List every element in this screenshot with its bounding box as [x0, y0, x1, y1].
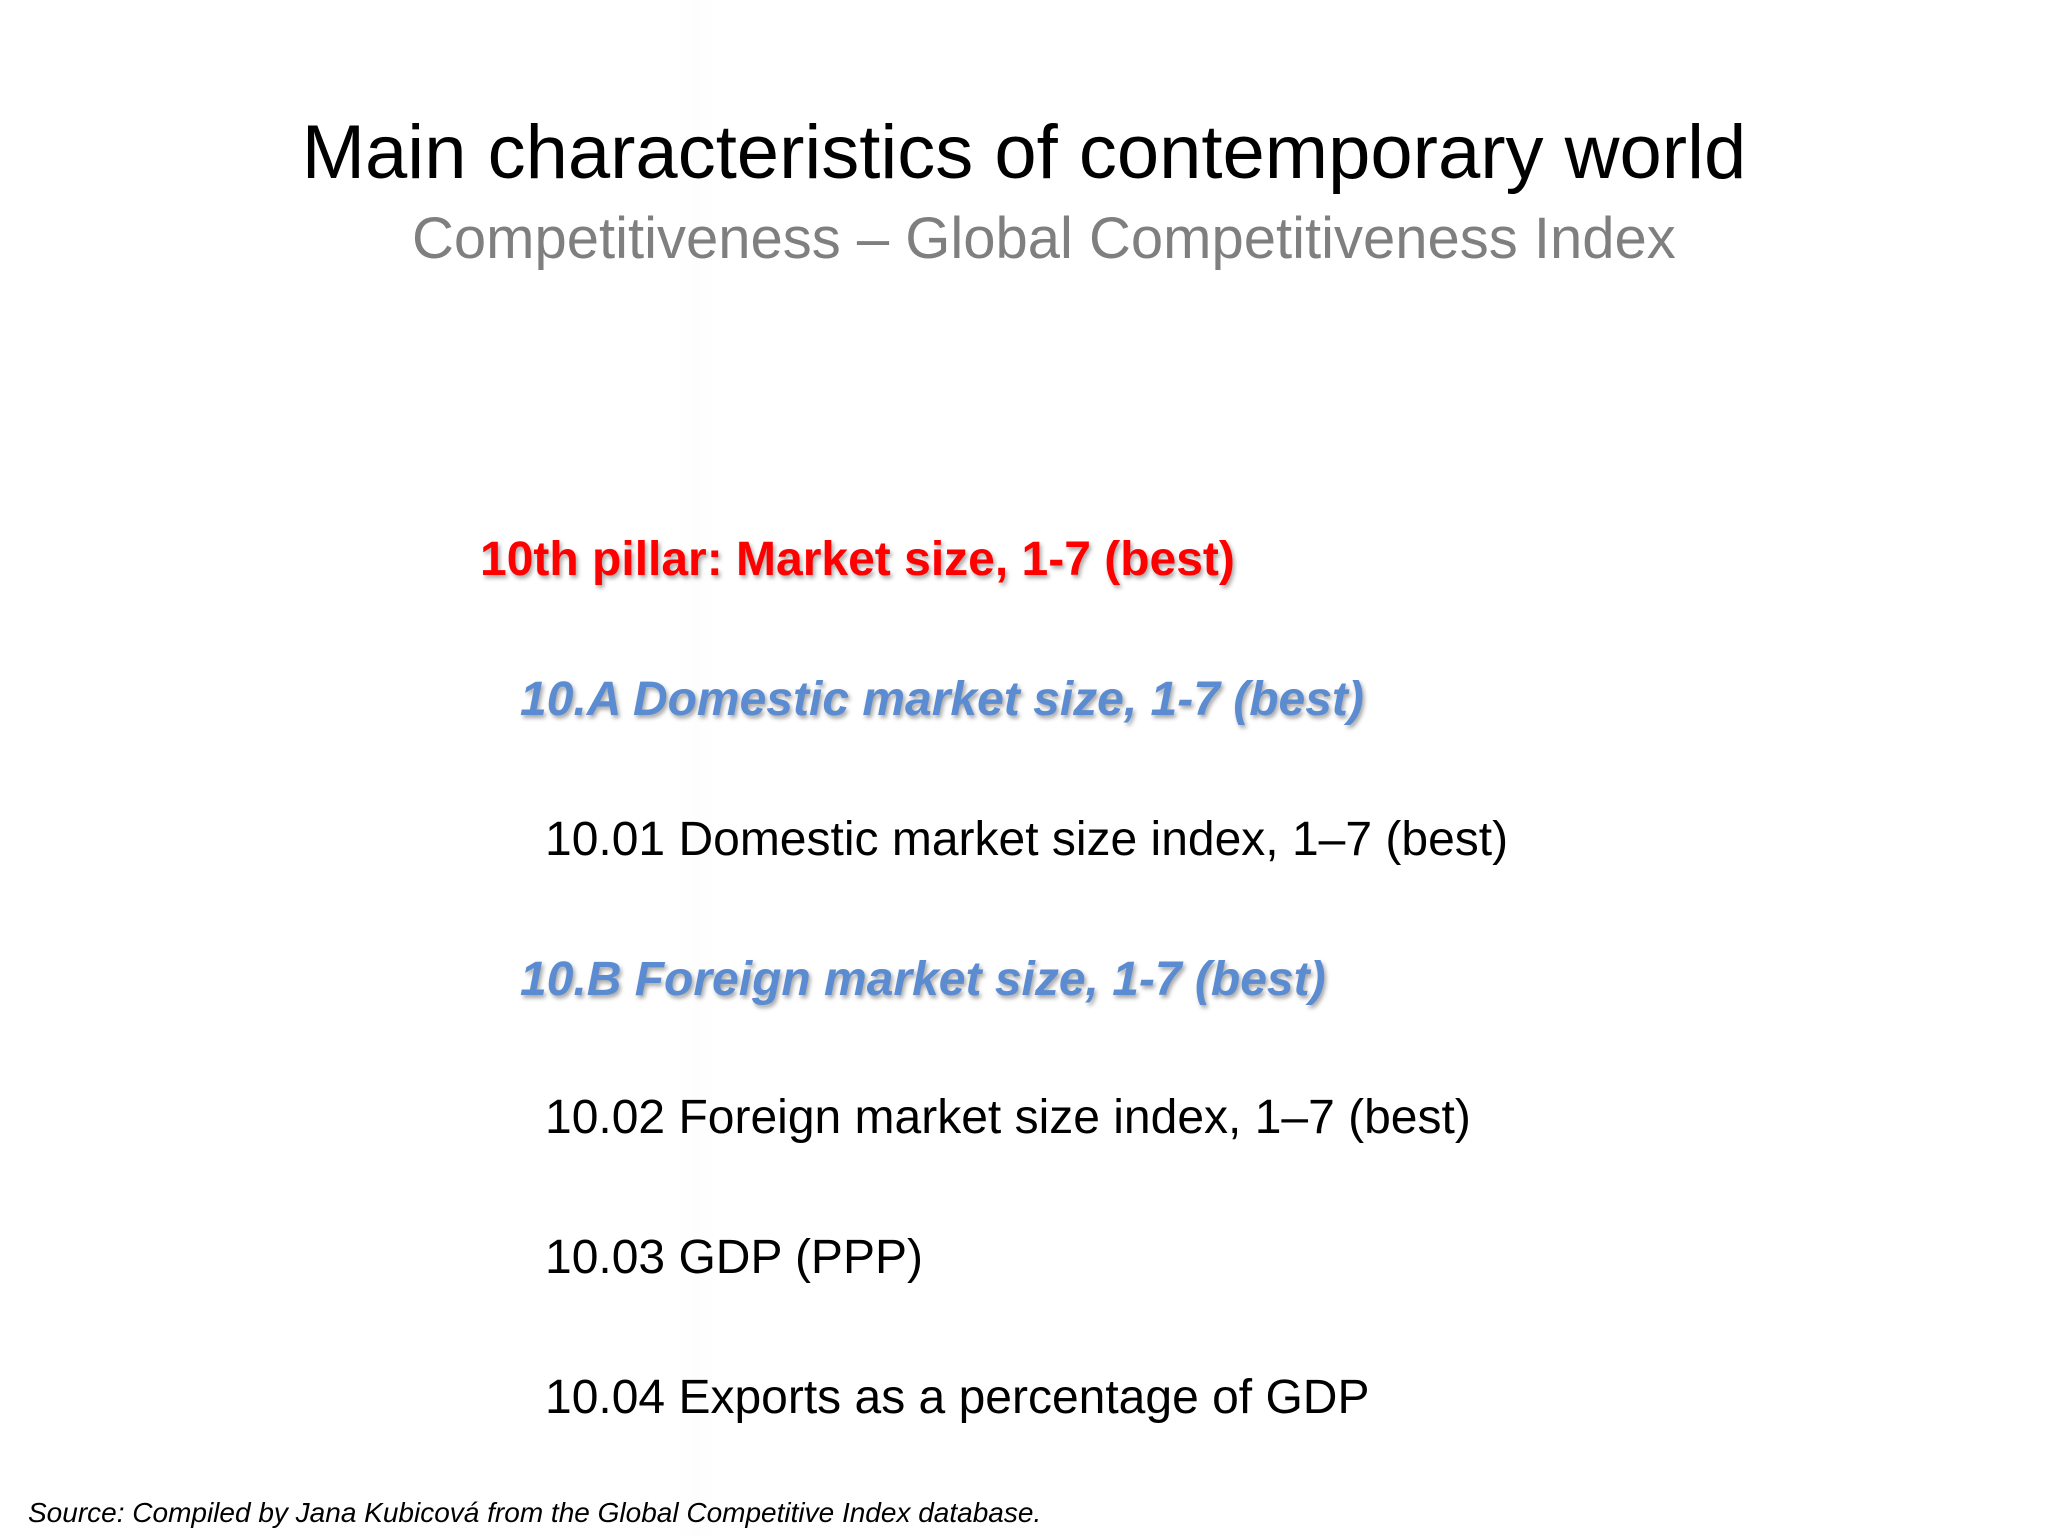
source-note: Source: Compiled by Jana Kubicová from t…: [28, 1497, 1042, 1528]
slide-subtitle: Competitiveness – Global Competitiveness…: [412, 206, 1676, 271]
section-heading-foreign: 10.B Foreign market size, 1-7 (best): [520, 953, 1326, 1006]
list-item: 10.02 Foreign market size index, 1–7 (be…: [545, 1091, 1471, 1144]
list-item: 10.04 Exports as a percentage of GDP: [545, 1371, 1370, 1424]
section-heading-domestic: 10.A Domestic market size, 1-7 (best): [520, 673, 1364, 726]
pillar-heading: 10th pillar: Market size, 1-7 (best): [480, 533, 1235, 586]
slide-title: Main characteristics of contemporary wor…: [301, 110, 1747, 195]
list-item: 10.01 Domestic market size index, 1–7 (b…: [545, 813, 1509, 866]
list-item: 10.03 GDP (PPP): [545, 1231, 923, 1284]
